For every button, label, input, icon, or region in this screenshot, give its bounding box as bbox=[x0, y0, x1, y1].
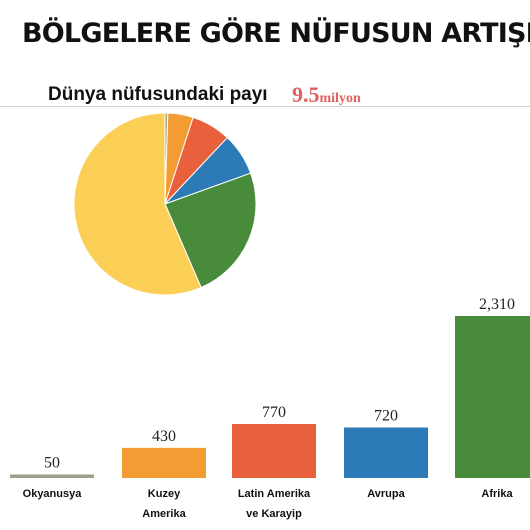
category-label-okyanusya: Okyanusya bbox=[23, 488, 83, 500]
total-unit: milyon bbox=[319, 91, 361, 106]
bar-afrika bbox=[455, 316, 530, 478]
total-value: 9.5 bbox=[292, 82, 320, 107]
value-label-kuzey-amerika: 430 bbox=[152, 428, 176, 445]
pie-slice-5 bbox=[164, 172, 257, 289]
value-label-okyanusya: 50 bbox=[44, 454, 60, 471]
chart-title: BÖLGELERE GÖRE NÜFUSUN ARTIŞI bbox=[22, 18, 530, 49]
share-pie-chart bbox=[73, 113, 257, 296]
value-label-latin-amerika-ve-karayip: 770 bbox=[262, 404, 286, 421]
bar-avrupa bbox=[344, 427, 428, 478]
category-label-avrupa: Avrupa bbox=[367, 488, 405, 500]
value-label-afrika: 2,310 bbox=[479, 296, 515, 313]
title-divider bbox=[0, 106, 530, 107]
bar-kuzey-amerika bbox=[122, 447, 206, 478]
bar-latin-amerika-ve-karayip bbox=[232, 424, 316, 478]
category-label-kuzey-amerika: Kuzey Amerika bbox=[142, 488, 186, 520]
category-label-latin-amerika-ve-karayip: Latin Amerika ve Karayip bbox=[238, 488, 311, 520]
value-label-avrupa: 720 bbox=[374, 408, 398, 425]
bar-okyanusya bbox=[10, 474, 94, 478]
pie-slice-6 bbox=[73, 113, 202, 296]
world-population-total: 9.5milyon bbox=[292, 82, 361, 108]
category-label-afrika: Afrika bbox=[481, 488, 513, 500]
pie-subtitle: Dünya nüfusundaki payı bbox=[48, 84, 268, 105]
